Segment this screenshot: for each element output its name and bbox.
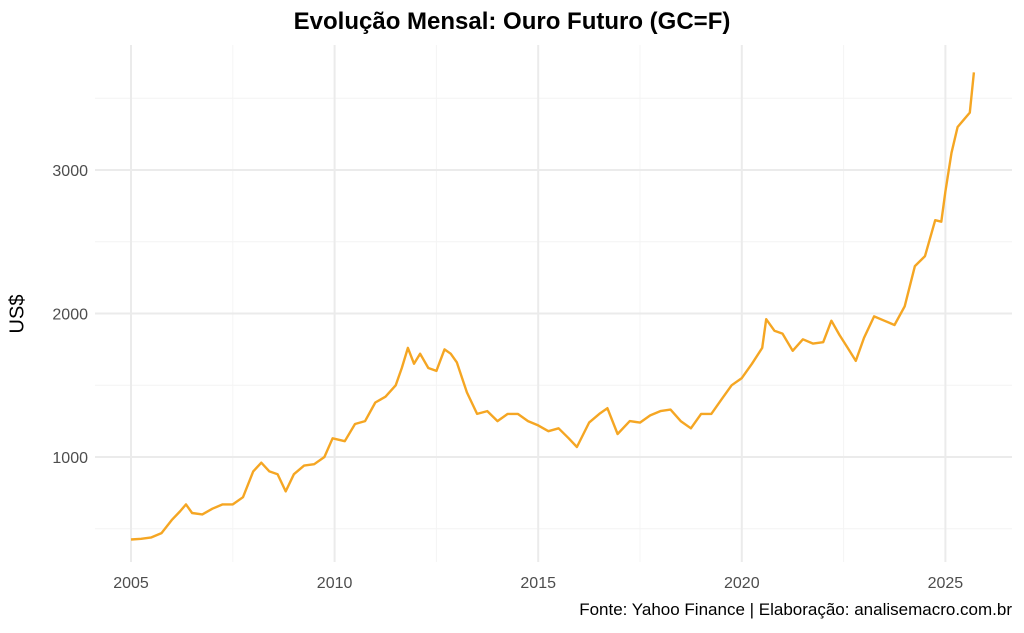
y-tick-label: 3000 [52, 163, 88, 180]
grid-lines [95, 45, 1012, 562]
gold-price-line [130, 72, 976, 541]
y-tick-label: 1000 [52, 450, 88, 467]
axis-ticks: 1000 2000 3000 2005 2010 2015 2020 2025 [52, 163, 963, 592]
x-tick-label: 2010 [317, 575, 353, 592]
x-tick-label: 2020 [724, 575, 760, 592]
x-tick-label: 2025 [928, 575, 964, 592]
y-tick-label: 2000 [52, 307, 88, 324]
x-tick-label: 2015 [520, 575, 556, 592]
chart-title: Evolução Mensal: Ouro Futuro (GC=F) [293, 8, 731, 35]
source-caption: Fonte: Yahoo Finance | Elaboração: anali… [579, 600, 1012, 619]
y-axis-label: US$ [6, 294, 29, 334]
x-tick-label: 2005 [113, 575, 149, 592]
